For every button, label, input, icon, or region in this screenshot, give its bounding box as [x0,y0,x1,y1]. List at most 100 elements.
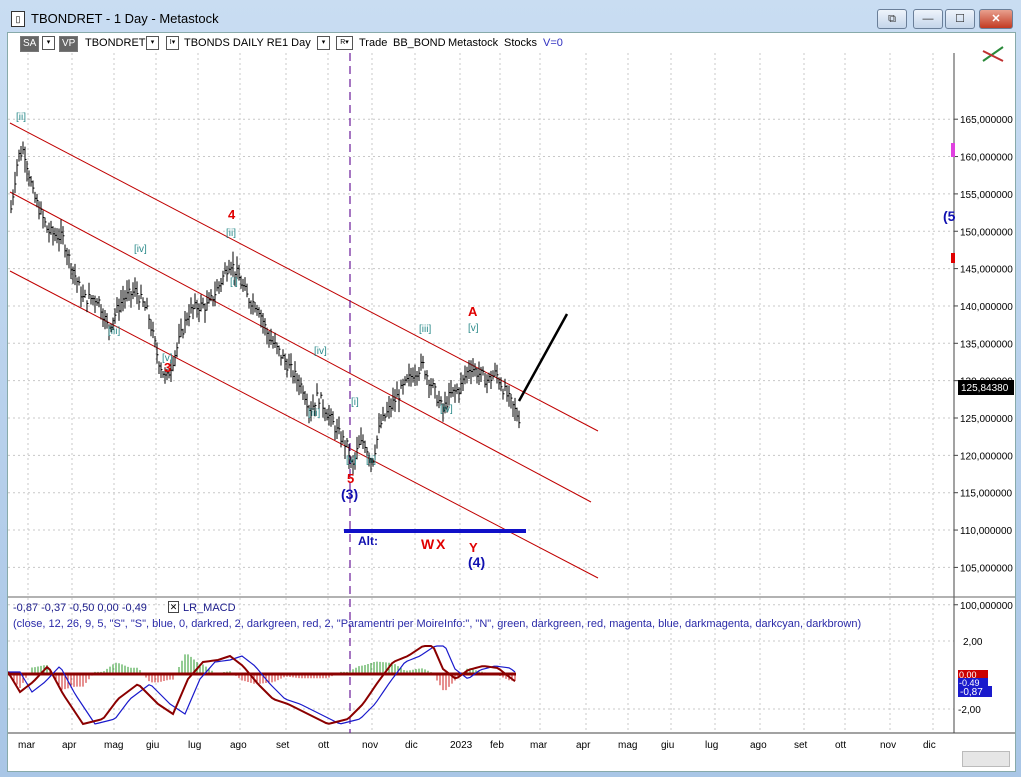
wave-label-i-b: [i] [230,277,238,288]
horizontal-scrollbar[interactable] [962,751,1010,767]
wave-label-iv-b: [iv] [314,346,327,357]
time-tick-label: ago [230,740,247,751]
restore-window-button[interactable]: ⧉ [877,9,907,29]
close-indicator-icon[interactable]: ✕ [168,601,179,613]
wave-label-iii-b: [iii] [308,408,320,419]
price-tick-label: 150,000000 [960,227,1013,238]
time-tick-label: ago [750,740,767,751]
price-tick-label: 140,000000 [960,302,1013,313]
wave-label-3: 3 [164,360,171,375]
time-tick-label: dic [405,740,418,751]
macd-badge-c-value: -0,87 [960,687,983,698]
price-tick-label: 165,000000 [960,115,1013,126]
sa-button[interactable]: SA [20,36,40,52]
window-title: TBONDRET - 1 Day - Metastock [31,11,219,26]
chart-client-area: SA ▾ VP TBONDRET ▾ I▾ TBONDS DAILY RE 1 … [7,32,1016,772]
period-label: 1 Day [282,37,311,49]
time-tick-label: ott [835,740,846,751]
time-tick-label: dic [923,740,936,751]
indicator-values: -0,87 -0,37 -0,50 0,00 -0,49 [13,602,147,614]
alt-label: Alt: [358,534,378,548]
price-tick-label: 125,000000 [960,414,1013,425]
wave-label-y: Y [469,540,478,555]
last-price-value: 125,84380 [961,383,1009,394]
macd-badge-b [958,678,988,687]
wave-label-v-d: [v] [468,323,479,334]
macd-line [8,645,516,726]
price-axis-ticks: 165,000000 160,000000 155,000000 150,000000… [954,115,1013,612]
projection-line [517,313,569,402]
wave-label-v-c: [v] [346,455,357,466]
title-bar: ▯ TBONDRET - 1 Day - Metastock ⧉ — ☐ ✕ [0,0,1021,32]
edge-marker-red [951,253,955,263]
sa-dropdown[interactable]: ▾ [42,36,55,50]
wave-label-v-a: [v] [162,353,173,364]
price-tick-label: 105,000000 [960,563,1013,574]
interval-dropdown[interactable]: I▾ [166,36,179,50]
maximize-button[interactable]: ☐ [945,9,975,29]
vp-button[interactable]: VP [59,36,79,52]
wave-label-iii-c: [iii] [419,324,431,335]
v-label: V=0 [543,37,563,49]
time-tick-label: mar [18,740,36,751]
time-tick-label: apr [62,740,77,751]
macd-badge-b-value: -0,49 [959,678,980,688]
wave-label-3-major: (3) [341,486,358,502]
wave-label-4-major: (4) [468,554,485,570]
time-axis-labels: mar apr mag giu lug ago set ott nov dic 2023 feb mar… [18,740,936,751]
channel-lower-line [9,270,599,579]
trade-label: Trade [359,37,388,49]
edge-marker-magenta [951,143,955,157]
time-tick-label: mag [104,740,123,751]
wave-label-iv-a: [iv] [134,244,147,255]
security-description: TBONDS DAILY RE [184,37,283,49]
wave-label-i-c: [i] [351,397,359,408]
metastock-label: Metastock [448,37,499,49]
macd-tick-top: 2,00 [963,637,983,648]
chart-settings-icon[interactable] [982,46,1004,62]
price-tick-label: 120,000000 [960,451,1013,462]
time-tick-label: giu [146,740,159,751]
channel-upper-line [9,122,599,432]
macd-badge-a-value: 0,00 [959,670,977,680]
price-tick-label: 145,000000 [960,265,1013,276]
wave-label-ii-b: [ii] [226,228,236,239]
wave-label-5: 5 [347,471,354,486]
price-tick-label: 160,000000 [960,153,1013,164]
period-dropdown[interactable]: ▾ [317,36,330,50]
price-tick-label: 115,000000 [960,489,1013,500]
symbol-dropdown[interactable]: ▾ [146,36,159,50]
grid-lines [8,53,954,733]
r-dropdown[interactable]: R▾ [336,36,353,50]
app-icon: ▯ [11,11,25,27]
macd-badge-c [958,686,992,697]
price-tick-label: 110,000000 [960,526,1013,537]
time-tick-label: feb [490,740,504,751]
bb-label: BB_BOND [393,37,446,49]
time-tick-label: set [794,740,808,751]
wave-label-a: A [468,304,478,319]
chart-toolbar: SA ▾ VP TBONDRET ▾ I▾ TBONDS DAILY RE 1 … [8,33,1015,53]
price-tick-label: 135,000000 [960,339,1013,350]
time-tick-label: mar [530,740,548,751]
wave-label-iv-c: [iv] [440,404,453,415]
time-tick-label: ott [318,740,329,751]
time-tick-label: apr [576,740,591,751]
minimize-button[interactable]: — [913,9,943,29]
wave-label-5-edge: (5 [943,208,956,224]
macd-tick-bottom: -2,00 [958,705,981,716]
price-chart[interactable]: 4 3 5 A W X Y (3) (4) Alt: (5 [ii] [iv] … [8,33,1015,771]
time-tick-label: giu [661,740,674,751]
wave-label-x: X [436,536,446,552]
time-tick-label: nov [362,740,378,751]
macd-signal-line [8,645,516,725]
time-tick-label: lug [188,740,201,751]
indicator-name: LR_MACD [183,602,236,614]
wave-label-iii-a: [iii] [108,326,120,337]
close-button[interactable]: ✕ [979,9,1013,29]
wave-label-ii-c: [ii] [366,455,376,466]
macd-badge-a [958,670,988,679]
wave-label-w: W [421,536,435,552]
price-tick-label: 100,000000 [960,601,1013,612]
